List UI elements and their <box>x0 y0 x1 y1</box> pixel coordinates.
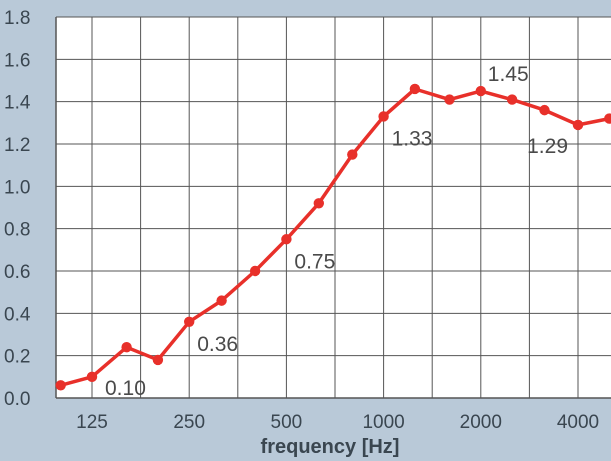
data-point <box>281 234 292 245</box>
data-point <box>378 111 389 122</box>
series-line <box>60 87 610 387</box>
data-point <box>184 316 195 327</box>
x-tick-label: 250 <box>173 412 205 433</box>
x-tick-label: 4000 <box>557 412 599 433</box>
x-tick-label: 125 <box>76 412 108 433</box>
y-tick-label: 0.0 <box>4 389 30 410</box>
data-label: 1.29 <box>527 135 568 158</box>
y-tick-label: 0.4 <box>4 304 31 325</box>
x-axis-label: frequency [Hz] <box>261 436 400 458</box>
data-point <box>121 342 132 353</box>
data-point <box>347 149 358 160</box>
data-label: 1.33 <box>392 127 433 150</box>
y-tick-label: 0.8 <box>4 220 30 241</box>
data-point <box>572 119 584 131</box>
x-tick-label: 1000 <box>362 412 404 433</box>
data-point <box>55 380 66 391</box>
y-axis-ticks: 0.0 0.2 0.4 0.6 0.8 1.0 1.2 1.4 1.6 1.8 <box>4 8 31 410</box>
series-layer <box>55 83 611 391</box>
data-point <box>249 265 261 277</box>
y-tick-label: 0.2 <box>4 347 30 368</box>
x-axis-ticks: 125 250 500 1000 2000 4000 <box>76 412 599 433</box>
data-point <box>409 83 421 95</box>
data-point <box>152 354 164 366</box>
data-point <box>539 104 550 116</box>
y-tick-label: 1.6 <box>4 50 30 71</box>
data-labels: 0.10 0.36 0.75 1.33 1.45 1.29 <box>105 63 568 400</box>
data-label: 0.36 <box>197 333 238 356</box>
y-tick-label: 1.8 <box>4 8 30 29</box>
data-label: 1.45 <box>488 63 529 86</box>
data-point <box>444 94 455 105</box>
y-tick-label: 1.2 <box>4 135 30 156</box>
y-tick-label: 1.4 <box>4 93 31 114</box>
plot-area <box>56 17 611 398</box>
data-point <box>216 295 227 306</box>
data-point <box>506 94 518 105</box>
y-tick-label: 0.6 <box>4 262 30 283</box>
data-point <box>475 85 486 97</box>
data-label: 0.10 <box>105 377 146 400</box>
data-point <box>604 113 611 124</box>
data-point <box>313 198 325 209</box>
y-tick-label: 1.0 <box>4 177 30 198</box>
data-point <box>86 371 98 383</box>
x-tick-label: 500 <box>271 412 303 433</box>
grid <box>55 16 611 399</box>
data-label: 0.75 <box>294 250 335 273</box>
x-tick-label: 2000 <box>460 412 502 433</box>
